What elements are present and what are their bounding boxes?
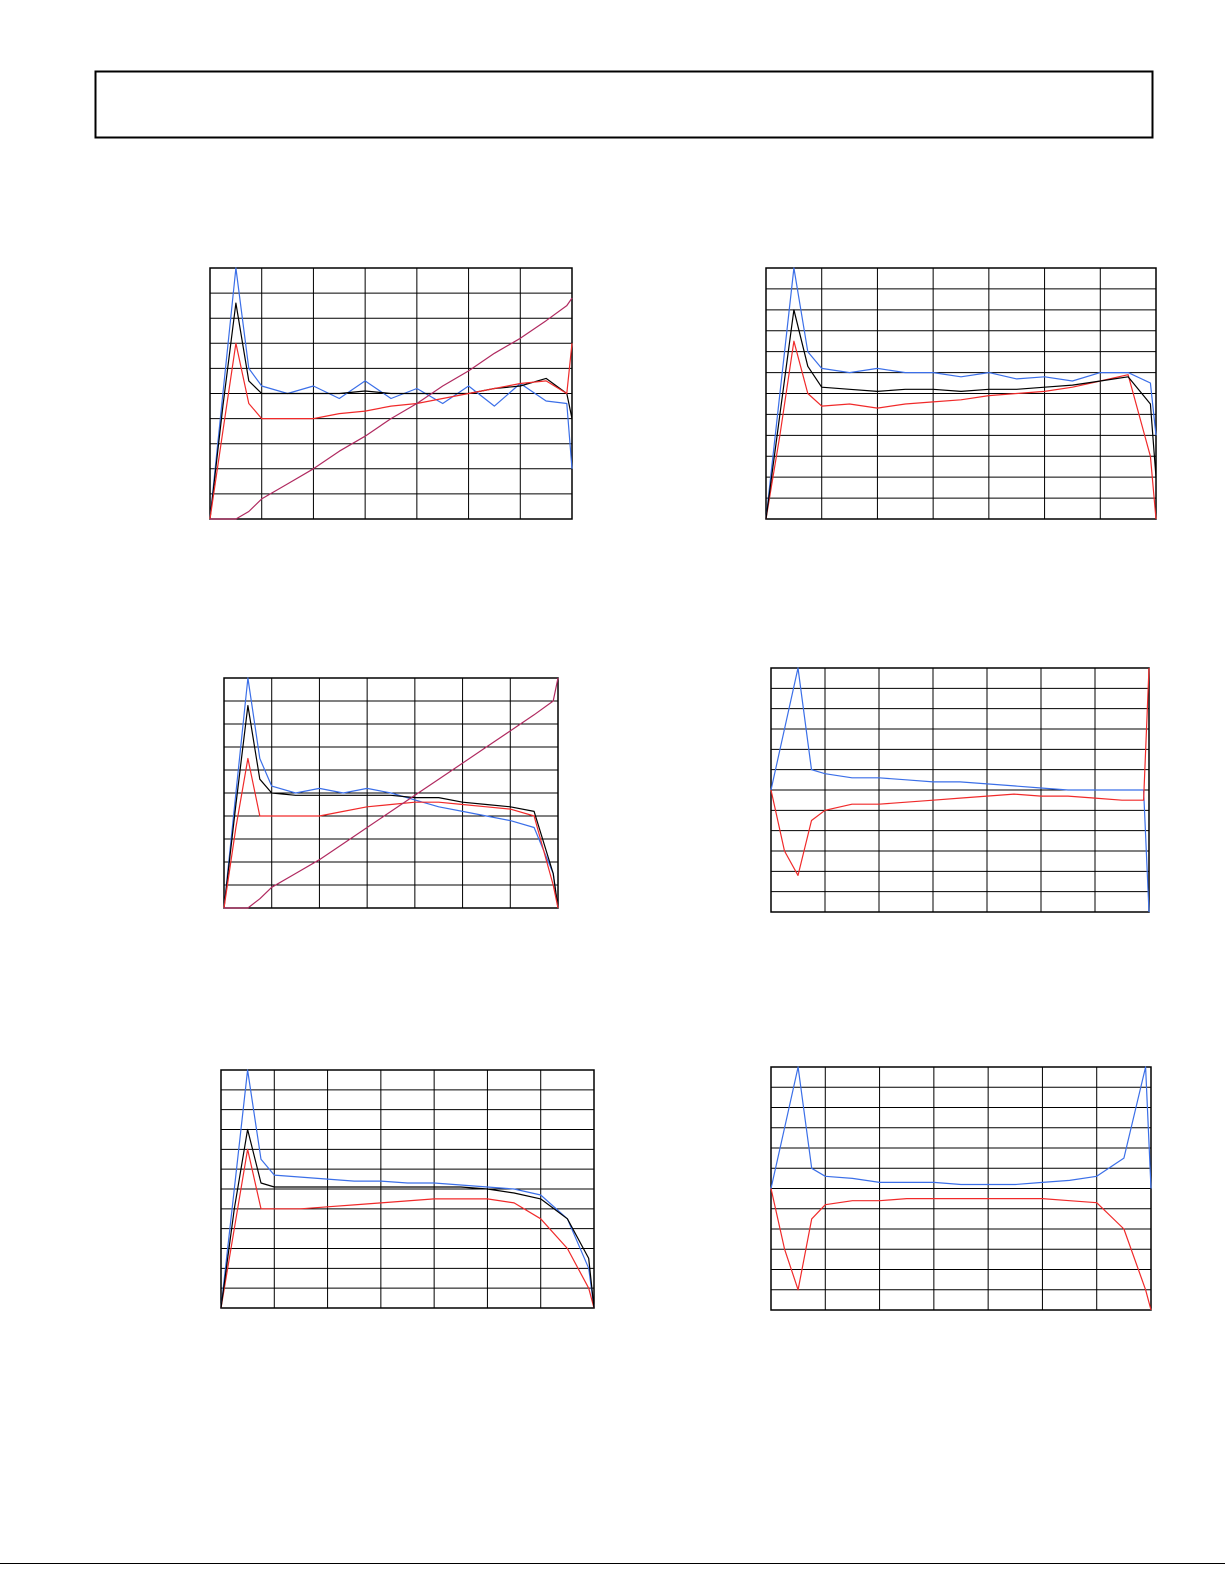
plot-frame [765,267,1157,520]
series-line [220,1069,595,1309]
series-line [765,309,1157,520]
series-line [223,705,559,909]
series-line [770,1066,1152,1189]
series-line [224,677,559,909]
plot-frame [223,677,559,909]
plot-frame [209,267,573,520]
series-line [220,1148,595,1309]
series-line [765,267,1157,520]
series-line [220,1128,595,1309]
series-line [209,342,573,520]
series-line [770,667,1150,876]
header-box [94,70,1154,139]
series-line [223,757,559,909]
series-line [209,302,573,520]
series-line [765,340,1157,520]
series-line [770,667,1150,913]
plot-frame [220,1069,595,1309]
series-line [223,677,559,909]
series-line [210,297,573,520]
series-line [770,1188,1152,1311]
series-line [209,267,573,520]
